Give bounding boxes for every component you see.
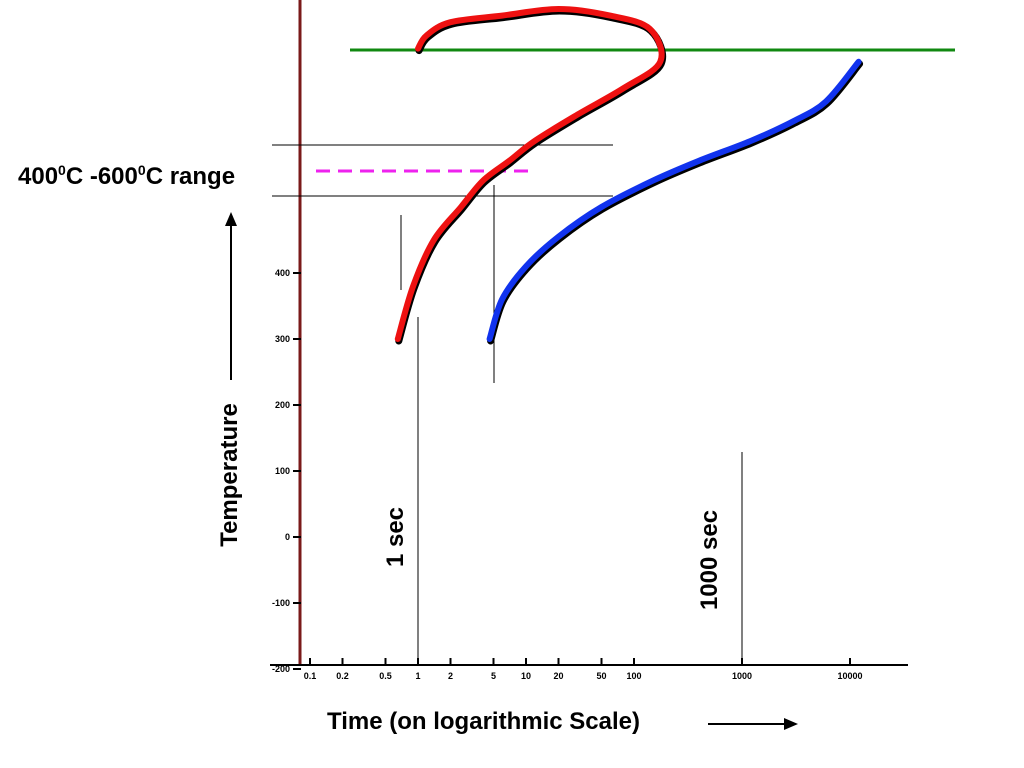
y-tick-label-5: 300: [275, 334, 290, 344]
series-layer: [394, 5, 864, 345]
x-tick-label-5: 5: [491, 671, 496, 681]
one-sec-label: 1 sec: [382, 506, 409, 568]
y-axis-label: Temperature: [216, 403, 243, 547]
x-tick-label-10: 1000: [732, 671, 752, 681]
x-tick-label-4: 2: [448, 671, 453, 681]
x-tick-label-3: 1: [415, 671, 420, 681]
x-tick-label-7: 20: [554, 671, 564, 681]
series-0-line: [394, 5, 665, 342]
x-axis-arrow: [708, 718, 798, 730]
series-0-shadow: [395, 7, 667, 345]
range-label: 4000C -6000C range: [18, 162, 236, 190]
x-axis-label: Time (on logarithmic Scale): [327, 708, 640, 735]
y-tick-layer: -200 -100 0 100 200 300 400: [272, 268, 301, 674]
y-tick-label-4: 200: [275, 400, 290, 410]
x-tick-label-8: 50: [596, 671, 606, 681]
x-tick-label-11: 10000: [837, 671, 862, 681]
x-tick-label-1: 0.2: [336, 671, 349, 681]
x-tick-label-6: 10: [521, 671, 531, 681]
series-1-line: [486, 58, 862, 342]
series-1-shadow: [487, 60, 864, 345]
y-tick-label-6: 400: [275, 268, 290, 278]
x-tick-label-9: 100: [626, 671, 641, 681]
y-tick-label-1: -100: [272, 598, 290, 608]
x-tick-layer: 0.1 0.2 0.5 1 2 5 10 20 50 100 1000 10000: [304, 658, 863, 681]
x-tick-label-2: 0.5: [379, 671, 392, 681]
y-tick-label-3: 100: [275, 466, 290, 476]
y-axis-arrow: [225, 212, 237, 380]
y-tick-label-0: -200: [272, 664, 290, 674]
y-tick-label-2: 0: [285, 532, 290, 542]
x-tick-label-0: 0.1: [304, 671, 317, 681]
thousand-sec-label: 1000 sec: [696, 509, 723, 611]
